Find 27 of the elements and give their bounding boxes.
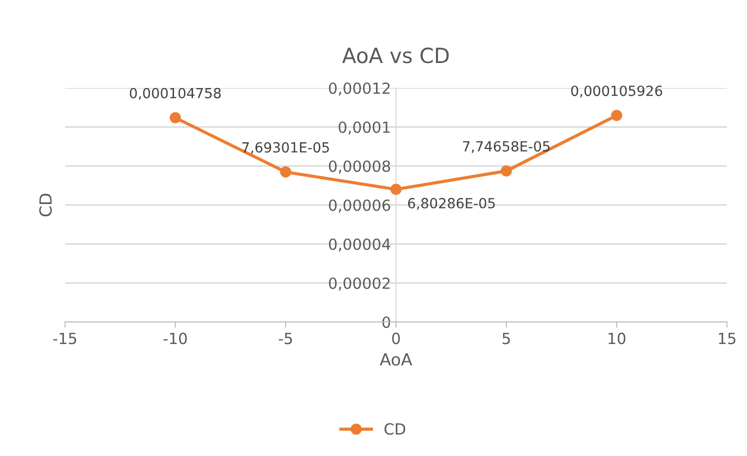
x-tick-label: -10 [164,332,187,344]
data-label: 6,80286E-05 [408,198,495,210]
y-tick-label: 0,00002 [328,277,390,291]
y-axis-title: CD [39,194,52,216]
point [280,166,292,178]
data-label: 7,74658E-05 [463,141,550,153]
y-tick-label: 0,00006 [328,199,390,213]
data-label: 0,000105926 [571,86,662,98]
data-label: 7,69301E-05 [242,142,329,154]
x-tick-label: -15 [53,332,76,344]
point [500,165,512,176]
x-tick-label: 10 [608,332,626,344]
x-tick-label: 0 [392,332,400,344]
x-tick-label: -5 [278,332,292,344]
y-tick-label: 0,00004 [328,238,390,252]
x-tick-label: 15 [718,332,736,344]
chart-title: AoA vs CD [342,48,449,64]
x-tick-label: 5 [502,332,510,344]
y-tick-label: 0,0001 [338,121,390,135]
point [170,112,181,124]
legend-label: CD [384,423,406,435]
point [390,184,402,195]
y-tick-label: 0,00008 [328,160,390,174]
x-axis-title: AoA [380,353,412,366]
point [611,110,622,121]
y-tick-label: 0,00012 [328,82,390,96]
data-label: 0,000104758 [130,88,221,100]
